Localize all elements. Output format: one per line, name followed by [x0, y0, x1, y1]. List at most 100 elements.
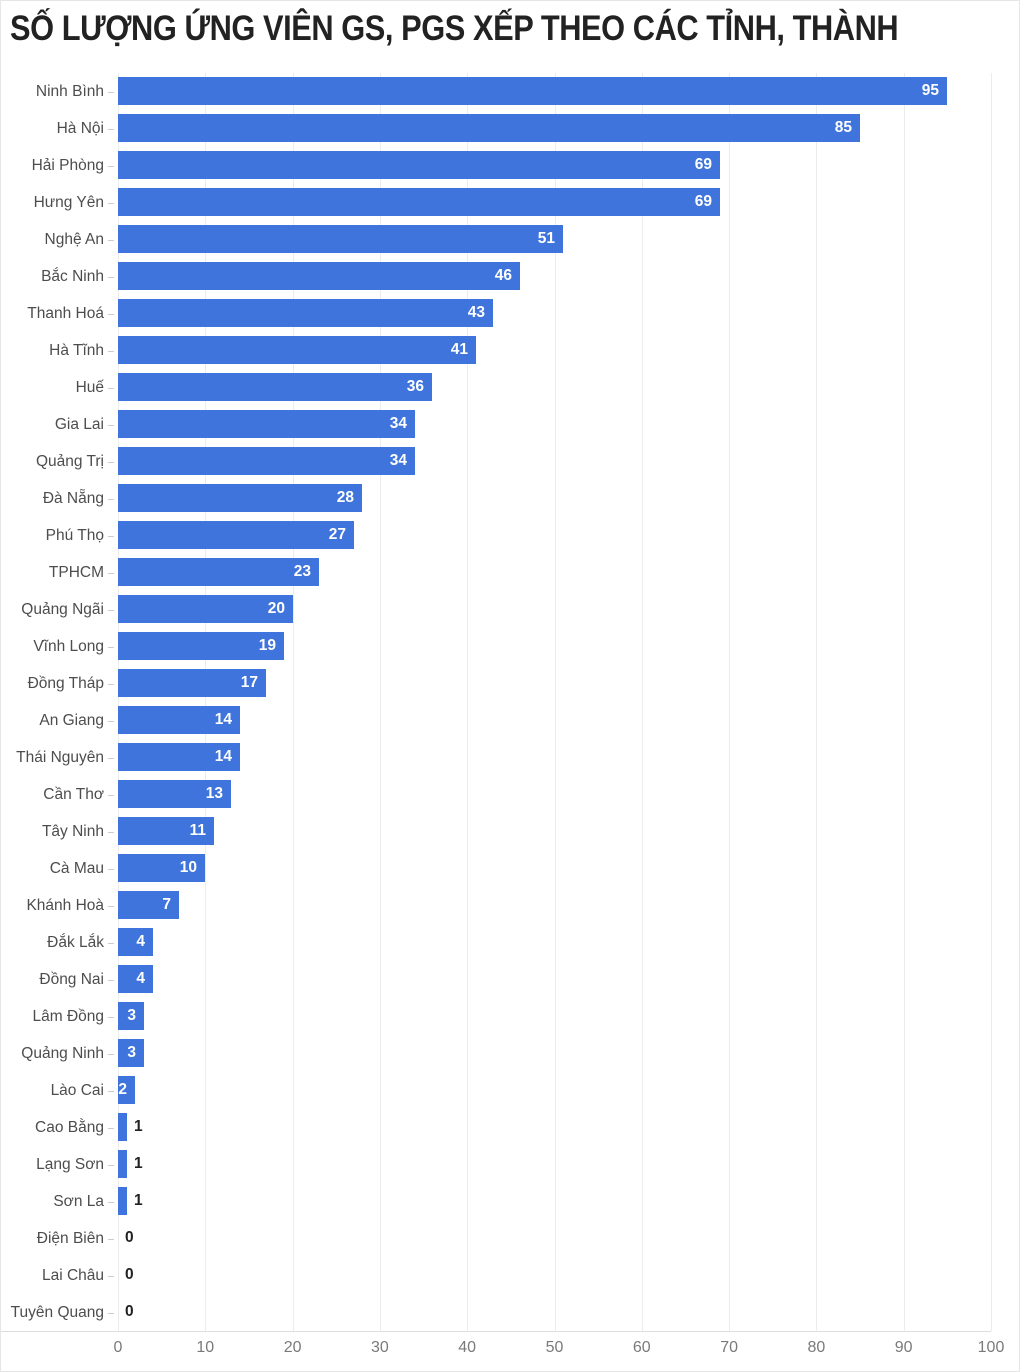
- bar: 10: [118, 854, 205, 882]
- bar-value: 2: [118, 1081, 127, 1098]
- bar-value: 36: [406, 378, 424, 395]
- bar: [118, 1113, 127, 1141]
- axis-tick-dash: [108, 943, 114, 944]
- axis-tick-dash: [108, 1239, 114, 1240]
- bar: 23: [118, 558, 319, 586]
- bar-value: 46: [494, 267, 512, 284]
- row-label: Phú Thọ: [45, 527, 104, 544]
- bar: [118, 1150, 127, 1178]
- chart-title: SỐ LƯỢNG ỨNG VIÊN GS, PGS XẾP THEO CÁC T…: [10, 9, 899, 48]
- bar-value: 4: [136, 933, 145, 950]
- bar-value: 28: [336, 489, 354, 506]
- gridline: [991, 73, 992, 1331]
- bar: 34: [118, 447, 415, 475]
- axis-tick-dash: [108, 1313, 114, 1314]
- axis-tick-dash: [108, 1017, 114, 1018]
- axis-tick-dash: [108, 240, 114, 241]
- x-axis-label: 0: [113, 1339, 123, 1356]
- bar: 14: [118, 743, 240, 771]
- row-label: Tây Ninh: [41, 823, 104, 840]
- row-label: Thanh Hoá: [27, 305, 104, 322]
- axis-tick-dash: [108, 1202, 114, 1203]
- row-label: Đồng Tháp: [27, 675, 104, 692]
- bar-value: 34: [389, 452, 407, 469]
- gridline: [641, 73, 643, 1331]
- bar-value: 14: [214, 711, 232, 728]
- bar: 41: [118, 336, 476, 364]
- bar-value: 0: [125, 1303, 134, 1320]
- x-axis-label: 60: [632, 1339, 651, 1356]
- axis-tick-dash: [108, 906, 114, 907]
- x-axis-label: 90: [894, 1339, 913, 1356]
- axis-tick-dash: [108, 721, 114, 722]
- row-label: TPHCM: [48, 564, 104, 581]
- bar: 19: [118, 632, 284, 660]
- gridline: [292, 73, 294, 1331]
- bar: 27: [118, 521, 354, 549]
- bar: 13: [118, 780, 231, 808]
- row-label: Đồng Nai: [39, 971, 104, 988]
- bar-value: 7: [162, 896, 171, 913]
- bar-value: 4: [136, 970, 145, 987]
- row-label: Gia Lai: [54, 416, 104, 433]
- axis-tick-dash: [108, 314, 114, 315]
- bar: 28: [118, 484, 362, 512]
- axis-tick-dash: [108, 536, 114, 537]
- x-axis-label: 20: [283, 1339, 302, 1356]
- axis-tick-dash: [108, 499, 114, 500]
- row-label: Bắc Ninh: [41, 268, 104, 285]
- bar-value: 1: [134, 1192, 143, 1209]
- axis-tick-dash: [108, 92, 114, 93]
- bar: 4: [118, 965, 153, 993]
- axis-tick-dash: [108, 647, 114, 648]
- bar: 11: [118, 817, 214, 845]
- x-axis-label: 10: [196, 1339, 215, 1356]
- bar-value: 85: [834, 119, 852, 136]
- bar-value: 19: [258, 637, 276, 654]
- axis-tick-dash: [108, 277, 114, 278]
- x-axis-label: 50: [545, 1339, 564, 1356]
- row-label: Cao Bằng: [35, 1119, 104, 1136]
- row-label: Đà Nẵng: [42, 490, 104, 507]
- row-label: Quảng Ninh: [21, 1045, 104, 1062]
- bar: 43: [118, 299, 493, 327]
- axis-tick-dash: [108, 1054, 114, 1055]
- axis-tick-dash: [108, 610, 114, 611]
- bar-value: 95: [921, 82, 939, 99]
- axis-tick-dash: [108, 1091, 114, 1092]
- row-label: Hải Phòng: [31, 157, 104, 174]
- bar: 69: [118, 151, 720, 179]
- row-label: Lạng Sơn: [36, 1156, 104, 1173]
- axis-tick-dash: [108, 1128, 114, 1129]
- bar-value: 3: [127, 1044, 136, 1061]
- bar-value: 23: [293, 563, 311, 580]
- axis-tick-dash: [108, 129, 114, 130]
- axis-tick-dash: [108, 832, 114, 833]
- bar-value: 51: [537, 230, 555, 247]
- axis-tick-dash: [108, 869, 114, 870]
- row-label: Lâm Đồng: [32, 1008, 104, 1025]
- gridline: [118, 73, 119, 1331]
- row-label: Điện Biên: [36, 1230, 104, 1247]
- axis-tick-dash: [108, 980, 114, 981]
- bar-value: 41: [450, 341, 468, 358]
- bar-value: 11: [189, 822, 206, 839]
- row-label: Quảng Trị: [35, 453, 104, 470]
- bar: [118, 1187, 127, 1215]
- bar: 4: [118, 928, 153, 956]
- axis-tick-dash: [108, 1276, 114, 1277]
- axis-tick-dash: [108, 388, 114, 389]
- row-label: Quảng Ngãi: [21, 601, 104, 618]
- row-label: Nghệ An: [44, 231, 104, 248]
- x-axis-label: 30: [370, 1339, 389, 1356]
- bar-value: 13: [205, 785, 223, 802]
- row-label: Cà Mau: [49, 860, 104, 877]
- bar-value: 0: [125, 1229, 134, 1246]
- bar: 2: [118, 1076, 135, 1104]
- bar: 69: [118, 188, 720, 216]
- bar-value: 43: [467, 304, 485, 321]
- row-label: Đắk Lắk: [47, 934, 104, 951]
- bar-value: 14: [214, 748, 232, 765]
- axis-tick-dash: [108, 684, 114, 685]
